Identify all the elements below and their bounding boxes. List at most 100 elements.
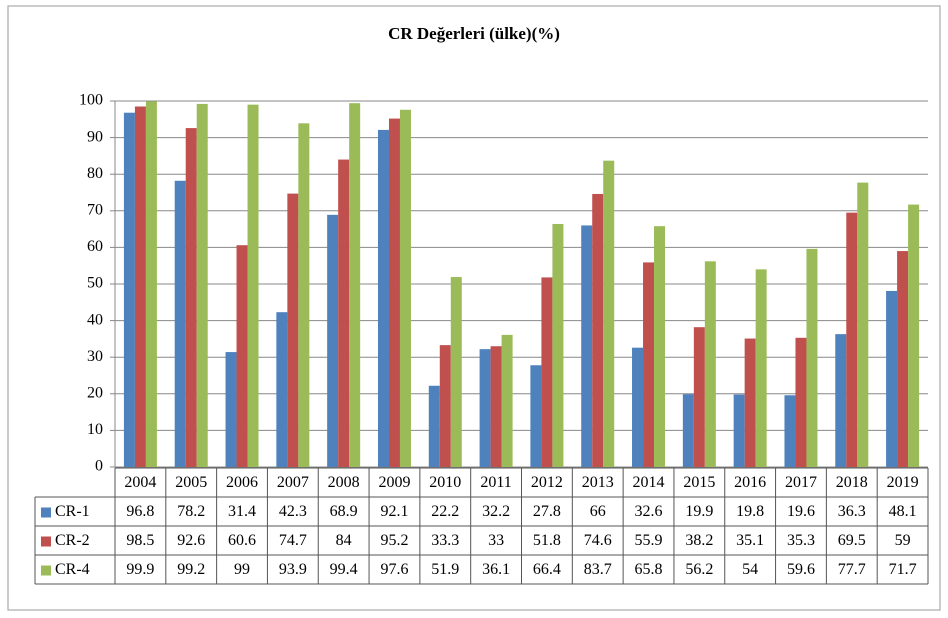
x-tick-label: 2005 <box>175 474 207 491</box>
bar <box>338 159 350 467</box>
table-cell: 36.3 <box>838 503 866 520</box>
table-cell: 32.6 <box>635 503 663 520</box>
table-cell: 59.6 <box>787 561 815 578</box>
table-cell: 74.7 <box>279 532 307 549</box>
x-tick-label: 2019 <box>887 474 919 491</box>
chart-frame <box>7 5 941 611</box>
bar <box>247 104 259 467</box>
table-cell: 19.8 <box>736 503 764 520</box>
legend-swatch <box>41 536 51 547</box>
bar <box>846 212 858 467</box>
y-tick-label: 20 <box>87 384 103 401</box>
table-cell: 33.3 <box>431 532 459 549</box>
bar <box>298 123 310 468</box>
y-tick-label: 30 <box>87 348 103 365</box>
legend-swatch <box>41 507 51 518</box>
bar <box>755 269 767 467</box>
chart-title: CR Değerleri (ülke)(%) <box>388 24 560 43</box>
table-cell: 97.6 <box>380 561 408 578</box>
bar <box>784 395 796 467</box>
bar <box>541 277 553 467</box>
legend-swatch <box>41 565 51 576</box>
y-tick-label: 70 <box>87 201 103 218</box>
legend-label: CR-1 <box>55 503 90 520</box>
bar <box>693 327 705 467</box>
table-cell: 99.9 <box>126 561 154 578</box>
table-cell: 99.4 <box>330 561 358 578</box>
bar <box>886 290 898 467</box>
x-tick-label: 2008 <box>328 474 360 491</box>
bar <box>399 109 411 467</box>
table-cell: 22.2 <box>431 503 459 520</box>
bar <box>501 334 513 467</box>
table-cell: 96.8 <box>126 503 154 520</box>
bar <box>327 214 339 467</box>
legend-label: CR-4 <box>55 561 90 578</box>
y-tick-label: 80 <box>87 165 103 182</box>
x-tick-label: 2012 <box>531 474 563 491</box>
bar <box>450 277 462 467</box>
bar <box>349 103 361 468</box>
table-cell: 56.2 <box>685 561 713 578</box>
table-cell: 51.9 <box>431 561 459 578</box>
table-cell: 35.1 <box>736 532 764 549</box>
bar <box>835 334 847 467</box>
x-tick-label: 2018 <box>836 474 868 491</box>
bar <box>174 180 186 467</box>
table-cell: 42.3 <box>279 503 307 520</box>
bar <box>552 223 564 467</box>
x-tick-label: 2007 <box>277 474 309 491</box>
table-cell: 92.1 <box>380 503 408 520</box>
bar <box>581 225 593 467</box>
table-cell: 98.5 <box>126 532 154 549</box>
x-tick-label: 2014 <box>633 474 665 491</box>
table-cell: 59 <box>895 532 911 549</box>
legend-label: CR-2 <box>55 532 90 549</box>
table-cell: 77.7 <box>838 561 866 578</box>
bar <box>123 112 135 467</box>
bar <box>704 261 716 467</box>
table-cell: 92.6 <box>177 532 205 549</box>
table-cell: 31.4 <box>228 503 256 520</box>
x-tick-label: 2016 <box>734 474 766 491</box>
bar <box>428 385 440 467</box>
y-tick-label: 50 <box>87 275 103 292</box>
bar <box>682 394 694 467</box>
table-cell: 66.4 <box>533 561 561 578</box>
y-tick-label: 90 <box>87 128 103 145</box>
bar <box>643 262 655 467</box>
x-tick-label: 2009 <box>378 474 410 491</box>
y-tick-label: 10 <box>87 421 103 438</box>
table-cell: 54 <box>742 561 758 578</box>
table-cell: 69.5 <box>838 532 866 549</box>
table-cell: 74.6 <box>584 532 612 549</box>
bar <box>225 352 237 467</box>
table-cell: 36.1 <box>482 561 510 578</box>
table-cell: 32.2 <box>482 503 510 520</box>
table-cell: 65.8 <box>635 561 663 578</box>
table-cell: 83.7 <box>584 561 612 578</box>
table-cell: 33 <box>488 532 504 549</box>
table-cell: 35.3 <box>787 532 815 549</box>
table-cell: 95.2 <box>380 532 408 549</box>
x-tick-label: 2010 <box>429 474 461 491</box>
table-cell: 93.9 <box>279 561 307 578</box>
bar <box>439 345 451 467</box>
x-tick-label: 2017 <box>785 474 817 491</box>
table-cell: 19.6 <box>787 503 815 520</box>
bar <box>145 101 157 467</box>
table-cell: 78.2 <box>177 503 205 520</box>
bar <box>287 193 299 467</box>
bar <box>377 129 389 467</box>
x-tick-label: 2011 <box>480 474 511 491</box>
table-cell: 99 <box>234 561 250 578</box>
table-cell: 99.2 <box>177 561 205 578</box>
table-cell: 68.9 <box>330 503 358 520</box>
table-cell: 66 <box>590 503 606 520</box>
bar <box>276 312 288 467</box>
x-tick-label: 2013 <box>582 474 614 491</box>
table-cell: 71.7 <box>889 561 917 578</box>
bar <box>236 245 248 467</box>
bar <box>857 182 869 468</box>
